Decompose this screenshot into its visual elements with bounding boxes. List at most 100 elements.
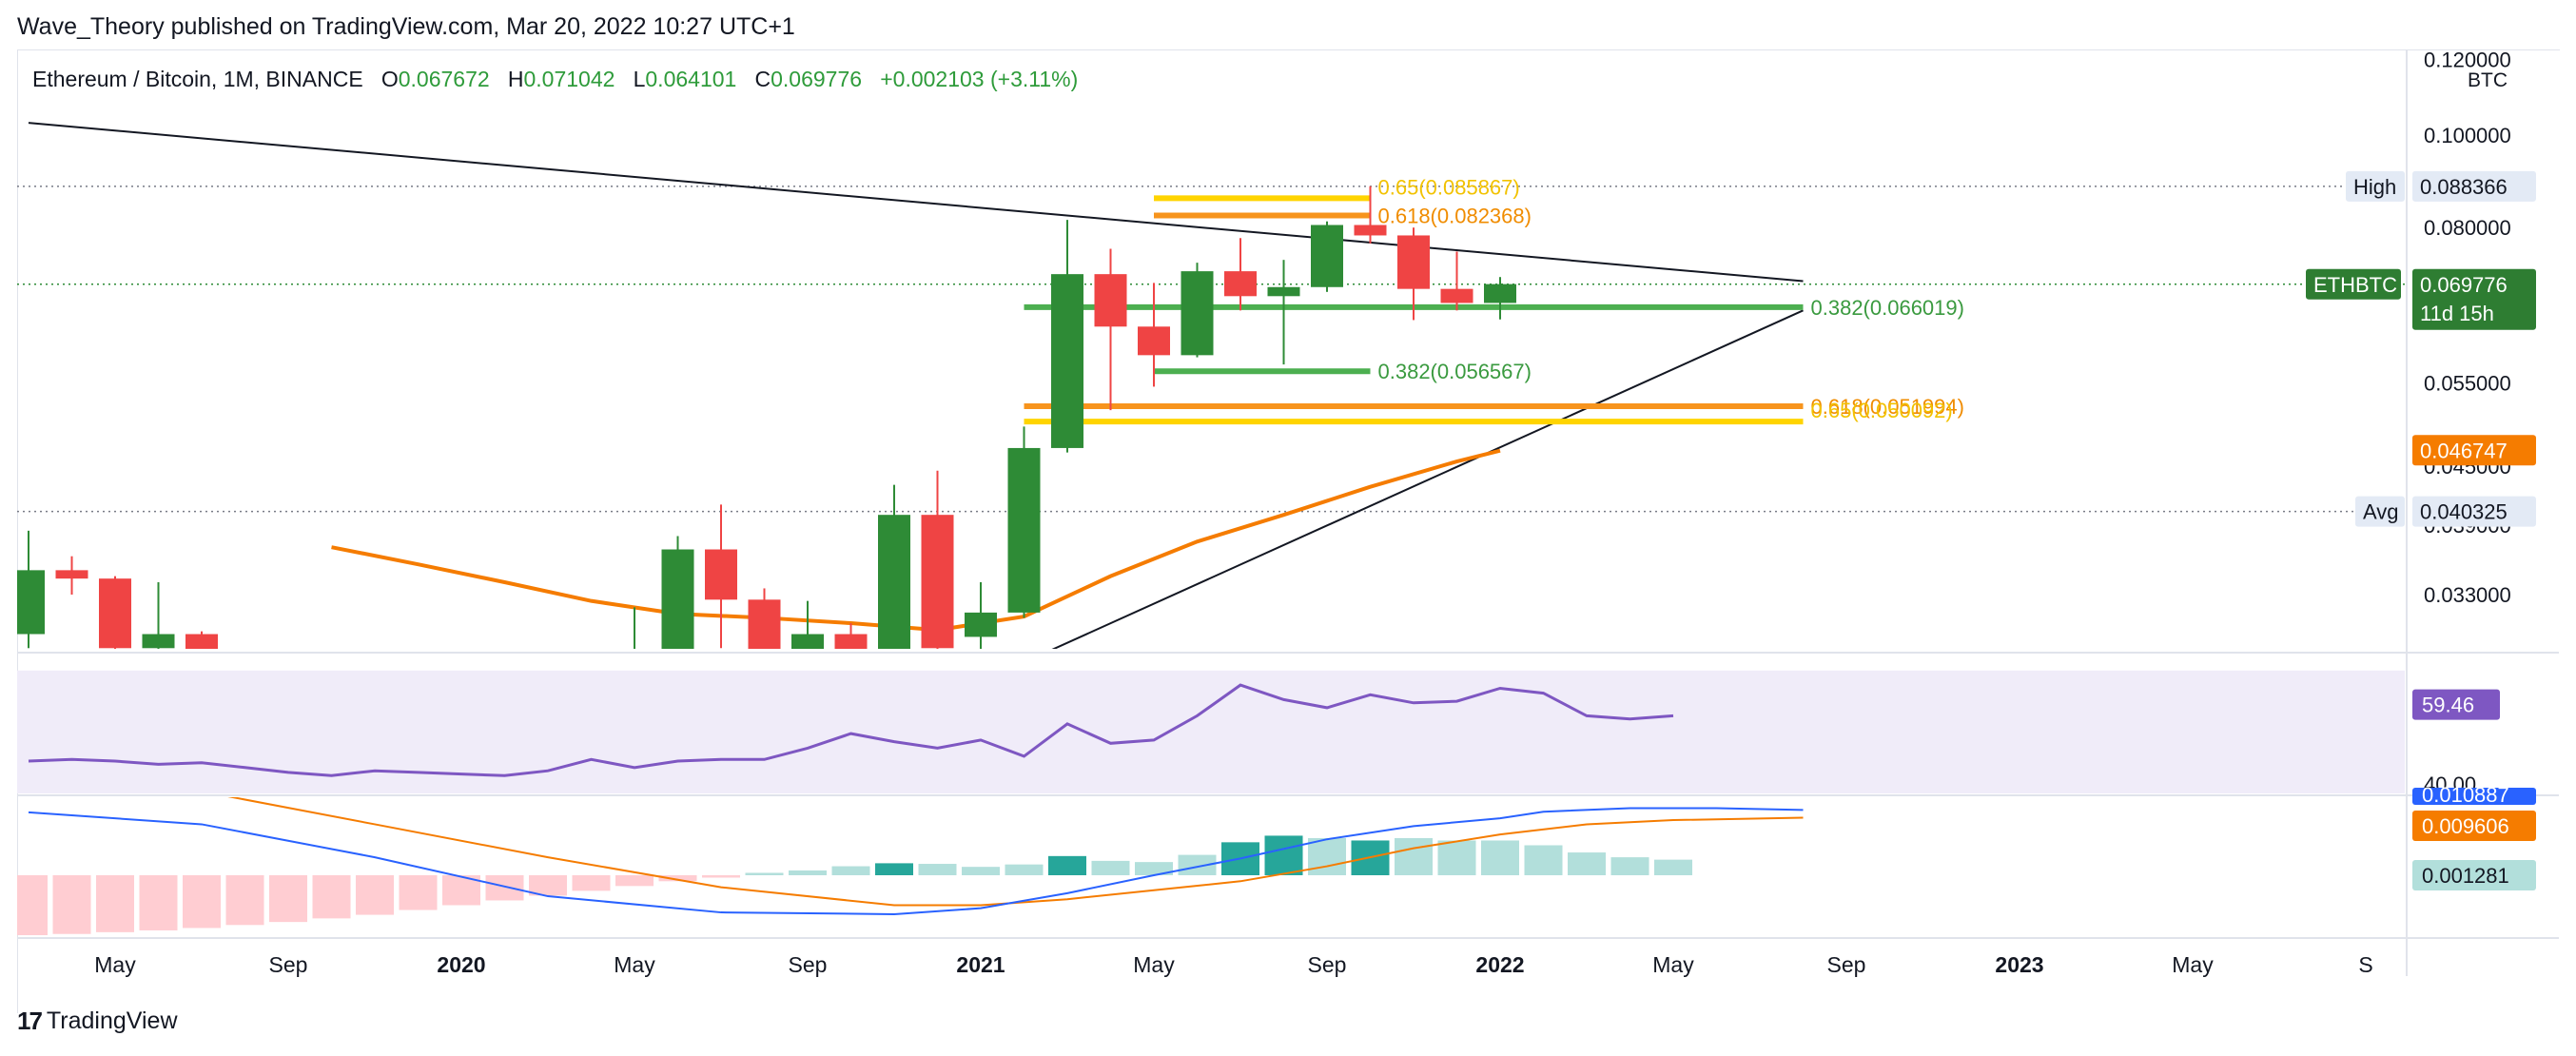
rsi-band: [17, 670, 2405, 793]
macd-histogram-bar: [399, 875, 438, 910]
symbol-badge: ETHBTC: [2313, 273, 2397, 297]
footer-brand[interactable]: 17 TradingView: [17, 1007, 178, 1036]
macd-histogram-bar: [615, 875, 654, 887]
macd-line: [28, 807, 1804, 915]
time-tick-label: 2023: [1995, 952, 2043, 977]
last-price-badge: 0.069776: [2420, 273, 2508, 297]
ma-value-badge: 0.046747: [2420, 439, 2508, 462]
macd-histogram-bar: [1135, 862, 1173, 875]
macd-histogram-bar: [1610, 857, 1649, 875]
candle-body: [1267, 286, 1300, 297]
time-tick-label: May: [94, 952, 136, 977]
publisher-line: Wave_Theory published on TradingView.com…: [17, 13, 795, 40]
macd-histogram-bar: [875, 863, 913, 875]
fib-level-label: 0.65(0.050092): [1811, 399, 1953, 422]
macd-histogram-bar: [1481, 840, 1519, 875]
macd-histogram-bar: [183, 875, 221, 929]
avg-value-badge-bg: [2412, 496, 2536, 527]
time-tick-label: Sep: [269, 952, 308, 977]
candle-body: [878, 515, 910, 649]
time-tick-label: Sep: [1308, 952, 1347, 977]
symbol-badge-bg: [2306, 268, 2401, 300]
candle-body: [705, 549, 737, 600]
macd-histogram-bar: [17, 875, 48, 935]
fib-level-label: 0.382(0.066019): [1811, 296, 1964, 320]
candle-body: [791, 634, 824, 649]
candle-body: [1354, 225, 1387, 236]
high-label-badge: High: [2353, 175, 2396, 199]
candle-body: [1051, 274, 1083, 448]
currency-label: BTC: [2468, 69, 2508, 91]
macd-histogram-bar: [529, 875, 567, 896]
close-value: 0.069776: [771, 67, 863, 91]
macd-histogram-bar: [225, 875, 264, 926]
candle-body: [1224, 271, 1257, 297]
fib-level-label: 0.618(0.051994): [1811, 395, 1964, 419]
candle-body: [1440, 288, 1473, 303]
macd-histogram-bar: [52, 875, 91, 934]
tradingview-logo-icon: 17: [17, 1007, 43, 1035]
candle-body: [17, 570, 45, 635]
candle-body: [921, 515, 954, 649]
time-tick-label: 2022: [1475, 952, 1524, 977]
low-value: 0.064101: [645, 67, 737, 91]
macd-histogram-bar: [831, 866, 870, 875]
macd-histogram-bar: [658, 875, 697, 882]
macd-histogram-bar: [572, 875, 611, 891]
price-tick-label: 0.080000: [2424, 216, 2511, 240]
time-tick-label: Sep: [789, 952, 828, 977]
avg-label-badge: Avg: [2363, 500, 2399, 524]
trendline: [28, 122, 1804, 283]
macd-histogram-bar: [1654, 859, 1692, 875]
signal-value-badge: 0.009606: [2422, 814, 2509, 838]
macd-histogram-bar: [702, 875, 740, 878]
last-price-badge-bg: [2412, 268, 2536, 330]
candle-body: [965, 612, 997, 637]
macd-histogram-bar: [962, 867, 1000, 875]
price-tick-label: 0.033000: [2424, 583, 2511, 607]
macd-histogram-bar: [96, 875, 134, 932]
candle-body: [1138, 326, 1170, 356]
candle-body: [1094, 274, 1127, 327]
symbol-label: Ethereum / Bitcoin, 1M, BINANCE: [32, 67, 363, 91]
macd-histogram-bar: [1091, 860, 1130, 875]
time-tick-label: 2020: [437, 952, 485, 977]
time-tick-label: May: [614, 952, 655, 977]
high-value-badge: 0.088366: [2420, 175, 2508, 199]
low-label: L: [633, 67, 646, 91]
fib-level-label: 0.65(0.085867): [1378, 175, 1520, 199]
time-tick-label: Sep: [1827, 952, 1866, 977]
macd-histogram-bar: [1395, 837, 1433, 875]
price-tick-label: 0.055000: [2424, 371, 2511, 395]
fib-level-label: 0.618(0.082368): [1378, 205, 1532, 228]
rsi-value-badge-bg: [2412, 689, 2500, 720]
macd-signal-line: [227, 797, 1804, 907]
candle-body: [1181, 271, 1214, 356]
macd-histogram-bar: [1437, 840, 1476, 875]
rsi-value-badge: 59.46: [2422, 694, 2474, 717]
close-label: C: [754, 67, 771, 91]
macd-histogram-bar: [1178, 854, 1217, 875]
open-label: O: [381, 67, 399, 91]
hist-value-badge: 0.001281: [2422, 864, 2509, 888]
macd-histogram-bar: [789, 870, 827, 875]
avg-label-badge-bg: [2355, 496, 2405, 527]
macd-histogram-bar: [485, 875, 524, 901]
moving-average-line: [331, 448, 1501, 633]
chart-frame: [17, 49, 2560, 1013]
fib-level-label: 0.382(0.056567): [1378, 360, 1532, 383]
high-value-badge-bg: [2412, 170, 2536, 202]
open-value: 0.067672: [398, 67, 490, 91]
macd-histogram-bar: [1048, 855, 1086, 875]
high-label: H: [507, 67, 524, 91]
candle-body: [834, 634, 868, 649]
macd-histogram-bar: [1568, 852, 1606, 875]
ohlc-legend: Ethereum / Bitcoin, 1M, BINANCE O0.06767…: [32, 67, 1078, 92]
time-tick-label: 2021: [956, 952, 1005, 977]
ma-value-badge-bg: [2412, 435, 2536, 466]
high-label-badge-bg: [2346, 170, 2405, 202]
time-tick-label: May: [2172, 952, 2214, 977]
candle-body: [748, 599, 781, 649]
signal-value-badge-bg: [2412, 811, 2536, 841]
